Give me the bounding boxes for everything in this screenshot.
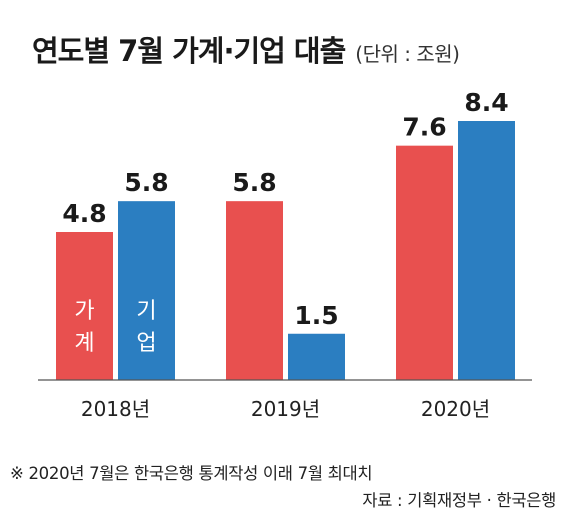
bar-chart: 4.8 5.8 2018년 5.8 1.5 2019년 7.6 8.4 2020년 가계 기업 xyxy=(38,88,532,421)
bar-corporate-3 xyxy=(458,121,515,380)
data-label-corporate-1: 5.8 xyxy=(124,168,168,197)
data-label-household-1: 4.8 xyxy=(62,199,106,228)
footnote: ※ 2020년 7월은 한국은행 통계작성 이래 7월 최대치 xyxy=(10,464,373,483)
legend-household-char-1: 가 xyxy=(74,299,94,324)
data-label-household-3: 7.6 xyxy=(402,113,446,142)
bar-corporate-1 xyxy=(118,201,175,380)
bar-corporate-2 xyxy=(288,333,345,380)
legend-corporate-char-2: 업 xyxy=(136,331,156,356)
bar-household-2 xyxy=(226,201,283,380)
chart-header: 연도별 7월 가계·기업 대출 (단위 : 조원) xyxy=(32,28,460,70)
x-tick-label-2: 2019년 xyxy=(251,397,320,421)
unit-label: (단위 : 조원) xyxy=(355,42,460,66)
source-note: 자료 : 기획재정부 · 한국은행 xyxy=(362,491,556,510)
data-label-corporate-2: 1.5 xyxy=(294,301,338,330)
legend-corporate-char-1: 기 xyxy=(136,299,156,324)
bar-household-1 xyxy=(56,232,113,380)
legend-household-char-2: 계 xyxy=(74,331,94,356)
x-tick-label-1: 2018년 xyxy=(81,397,150,421)
data-label-household-2: 5.8 xyxy=(232,168,276,197)
data-label-corporate-3: 8.4 xyxy=(464,88,508,117)
x-tick-label-3: 2020년 xyxy=(421,397,490,421)
chart-title: 연도별 7월 가계·기업 대출 xyxy=(32,34,346,68)
bar-household-3 xyxy=(396,145,453,380)
